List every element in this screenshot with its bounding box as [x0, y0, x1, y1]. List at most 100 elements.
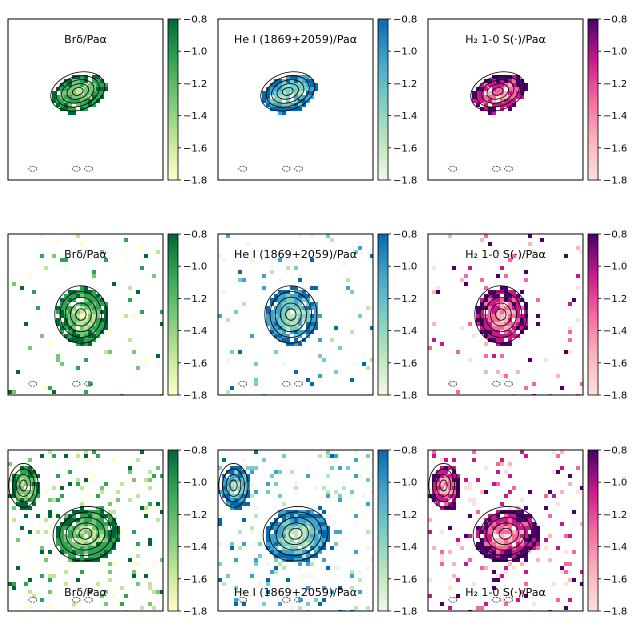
map-pixel	[76, 310, 80, 314]
map-pixel	[16, 482, 20, 486]
map-pixel	[24, 506, 28, 510]
map-pixel	[108, 350, 112, 354]
map-pixel	[504, 330, 508, 334]
map-pixel	[294, 298, 298, 302]
map-pixel	[306, 75, 310, 79]
map-pixel	[76, 318, 80, 322]
map-pixel	[52, 574, 56, 578]
map-pixel	[262, 274, 266, 278]
map-pixel	[488, 294, 492, 298]
map-pixel	[524, 546, 528, 550]
map-pixel	[480, 310, 484, 314]
map-pixel	[310, 286, 314, 290]
map-pixel	[80, 570, 84, 574]
map-pixel	[306, 510, 310, 514]
map-pixel	[524, 554, 528, 558]
map-pixel	[480, 306, 484, 310]
map-pixel	[88, 342, 92, 346]
map-pixel	[60, 550, 64, 554]
map-pixel	[520, 590, 524, 594]
map-pixel	[500, 290, 504, 294]
map-pixel	[520, 95, 524, 99]
map-pixel	[68, 79, 72, 83]
map-pixel	[80, 514, 84, 518]
map-pixel	[306, 554, 310, 558]
map-pixel	[350, 290, 354, 294]
map-pixel	[432, 482, 436, 486]
map-pixel	[40, 574, 44, 578]
map-pixel	[294, 342, 298, 346]
map-pixel	[500, 103, 504, 107]
map-pixel	[532, 534, 536, 538]
map-pixel	[132, 478, 136, 482]
map-pixel	[286, 514, 290, 518]
map-pixel	[362, 494, 366, 498]
map-pixel	[504, 566, 508, 570]
contour-line	[225, 474, 242, 497]
contour-line	[75, 308, 87, 321]
map-pixel	[366, 306, 370, 310]
map-pixel	[440, 550, 444, 554]
map-pixel	[334, 530, 338, 534]
map-pixel	[504, 318, 508, 322]
map-pixel	[310, 79, 314, 83]
map-pixel	[298, 322, 302, 326]
map-pixel	[108, 546, 112, 550]
contour-line	[71, 165, 81, 172]
map-pixel	[56, 358, 60, 362]
map-pixel	[92, 99, 96, 103]
map-pixel	[488, 111, 492, 115]
map-pixel	[484, 538, 488, 542]
map-pixel	[72, 534, 76, 538]
map-pixel	[314, 526, 318, 530]
map-pixel	[504, 334, 508, 338]
map-pixel	[326, 454, 330, 458]
map-pixel	[496, 306, 500, 310]
map-pixel	[282, 518, 286, 522]
map-pixel	[76, 522, 80, 526]
map-pixel	[76, 482, 80, 486]
map-pixel	[496, 530, 500, 534]
panel-frame	[427, 233, 584, 396]
map-pixel	[56, 306, 60, 310]
map-pixel	[524, 318, 528, 322]
map-pixel	[100, 91, 104, 95]
map-pixel	[354, 550, 358, 554]
map-pixel	[148, 478, 152, 482]
map-pixel	[524, 550, 528, 554]
map-pixel	[68, 290, 72, 294]
map-pixel	[286, 326, 290, 330]
map-pixel	[444, 482, 448, 486]
contour-line	[504, 596, 513, 603]
map-pixel	[250, 526, 254, 530]
map-pixel	[564, 582, 568, 586]
map-pixel	[250, 574, 254, 578]
map-pixel	[338, 494, 342, 498]
map-pixel	[242, 474, 246, 478]
map-pixel	[318, 550, 322, 554]
contour-line	[260, 71, 316, 112]
map-pixel	[306, 514, 310, 518]
colorbar-tick-label: −0.8	[183, 446, 207, 457]
map-pixel	[488, 318, 492, 322]
map-pixel	[298, 99, 302, 103]
map-pixel	[564, 570, 568, 574]
map-pixel	[282, 103, 286, 107]
map-pixel	[290, 87, 294, 91]
map-pixel	[160, 510, 163, 514]
map-pixel	[314, 302, 318, 306]
map-pixel	[330, 466, 334, 470]
map-pixel	[524, 558, 528, 562]
map-pixel	[282, 310, 286, 314]
map-pixel	[468, 266, 472, 270]
map-pixel	[472, 458, 476, 462]
map-pixel	[286, 550, 290, 554]
map-pixel	[56, 534, 60, 538]
map-pixel	[72, 95, 76, 99]
map-pixel	[306, 314, 310, 318]
map-pixel	[8, 494, 12, 498]
map-pixel	[448, 494, 452, 498]
colorbar-tick-label: −0.8	[183, 230, 207, 241]
map-pixel	[274, 566, 278, 570]
map-pixel	[552, 470, 556, 474]
